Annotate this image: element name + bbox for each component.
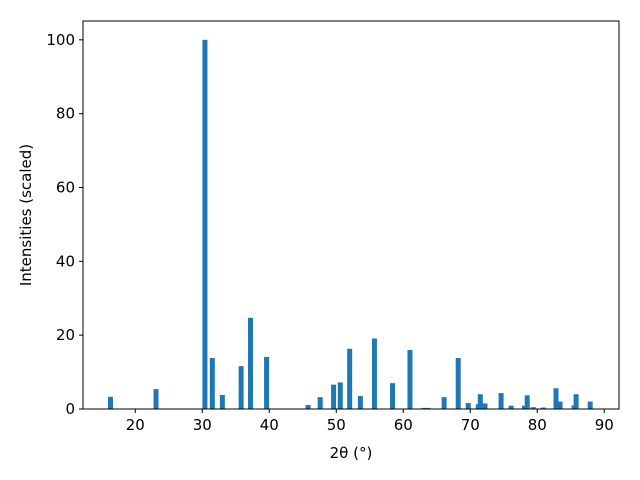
bar — [357, 396, 363, 409]
bar — [557, 401, 563, 409]
x-tick-label: 90 — [595, 416, 614, 434]
bar — [498, 393, 504, 409]
bar — [477, 394, 483, 409]
x-tick-label: 80 — [528, 416, 547, 434]
x-tick-label: 50 — [327, 416, 346, 434]
bar — [407, 349, 413, 409]
bar — [524, 395, 530, 409]
bar — [553, 388, 559, 409]
bar — [248, 317, 253, 409]
bar — [522, 405, 528, 409]
x-tick-label: 60 — [394, 416, 413, 434]
bar — [441, 397, 447, 409]
y-tick-label: 100 — [46, 31, 75, 49]
bar — [219, 394, 225, 409]
y-tick-label: 40 — [56, 252, 75, 270]
bar — [421, 407, 427, 409]
bar — [264, 356, 270, 409]
x-tick-label: 30 — [193, 416, 212, 434]
y-tick-label: 60 — [56, 178, 75, 196]
bar — [530, 407, 536, 409]
bar — [425, 407, 431, 409]
y-tick-label: 80 — [56, 105, 75, 123]
bar — [390, 383, 396, 409]
x-axis-label: 2θ (°) — [330, 444, 373, 462]
bar — [587, 401, 593, 409]
plot-frame — [82, 20, 620, 410]
x-tick-label: 70 — [461, 416, 480, 434]
y-tick-label: 20 — [56, 326, 75, 344]
bar — [573, 394, 579, 409]
y-axis-label: Intensities (scaled) — [17, 144, 35, 286]
bar — [153, 389, 159, 409]
bar — [540, 407, 546, 409]
bar — [209, 358, 215, 409]
bar — [305, 404, 311, 409]
bar — [331, 384, 337, 409]
bar — [107, 396, 113, 409]
bar — [465, 403, 471, 409]
bar — [317, 397, 323, 409]
bar — [202, 39, 208, 409]
bar — [455, 358, 461, 409]
bar — [482, 403, 488, 409]
bar — [337, 382, 343, 409]
y-tick-label: 0 — [65, 400, 75, 418]
x-tick-label: 20 — [126, 416, 145, 434]
bar — [508, 405, 514, 409]
bar — [371, 338, 377, 409]
bar — [347, 348, 353, 409]
bar — [238, 366, 244, 409]
x-tick-label: 40 — [260, 416, 279, 434]
